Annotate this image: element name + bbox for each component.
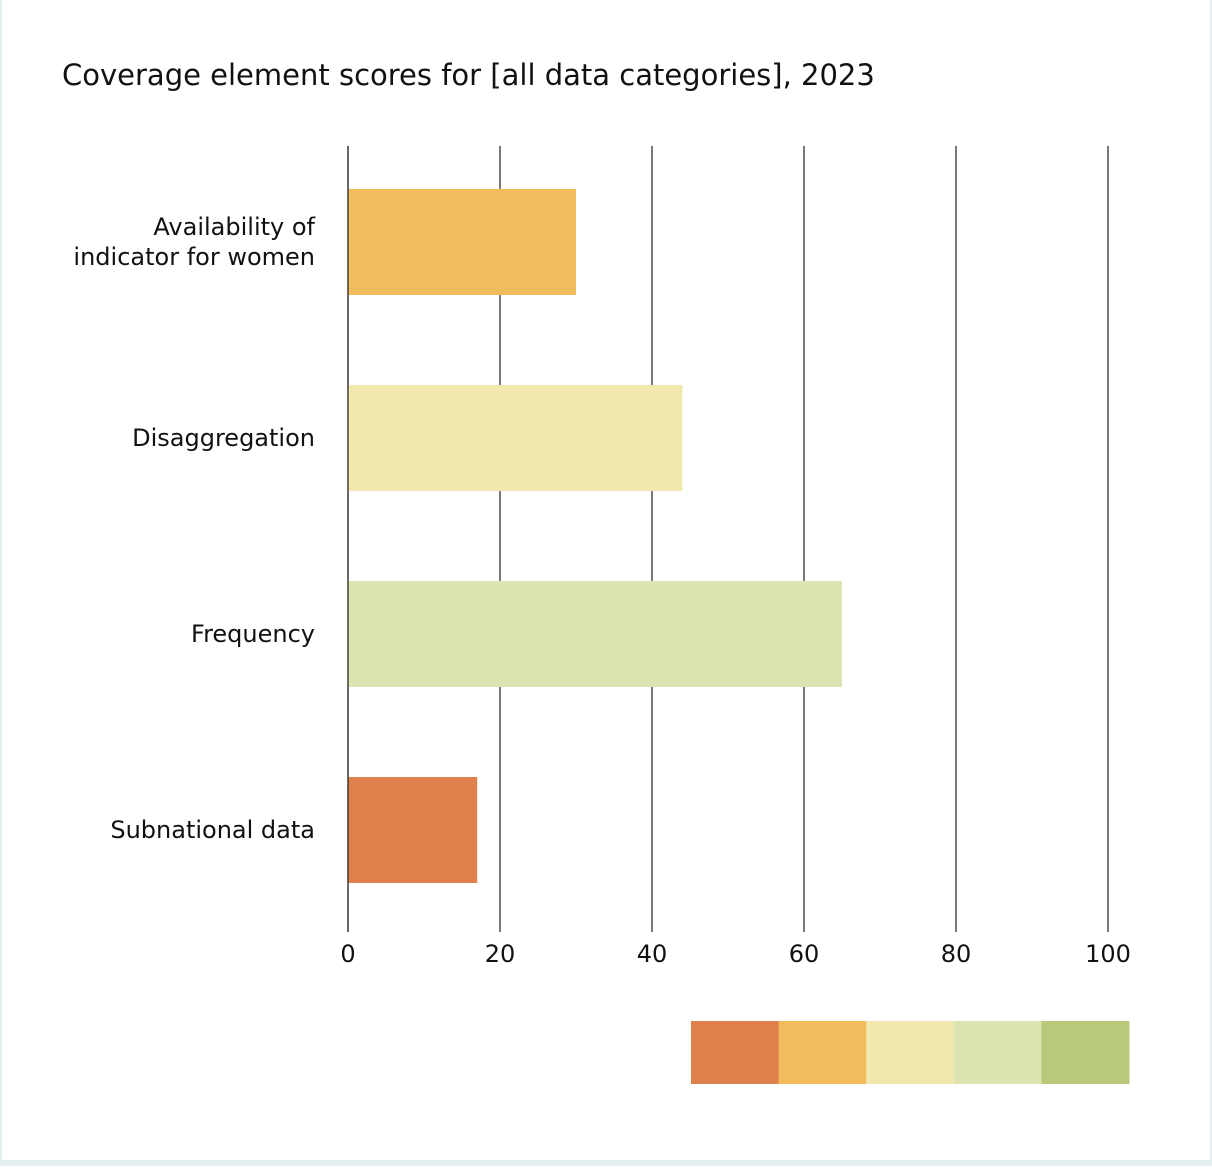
category-label: indicator for women	[73, 243, 315, 271]
bar-disaggregation	[348, 385, 683, 491]
x-tick-label: 60	[789, 940, 820, 968]
x-tick-labels: 0 20 40 60 80 100	[340, 940, 1131, 968]
x-tick-label: 80	[941, 940, 972, 968]
color-scale-legend	[691, 1021, 1130, 1084]
x-tick-label: 20	[485, 940, 516, 968]
legend-swatch	[778, 1021, 867, 1084]
x-tick-label: 0	[340, 940, 355, 968]
legend-swatch	[691, 1021, 780, 1084]
category-label: Subnational data	[110, 816, 315, 844]
category-label: Disaggregation	[132, 424, 315, 452]
bar-layer	[347, 146, 842, 932]
category-label: Frequency	[191, 620, 315, 648]
bar-frequency	[348, 581, 842, 687]
x-tick-label: 100	[1085, 940, 1131, 968]
bar-subnational-data	[348, 777, 478, 883]
x-tick-label: 40	[637, 940, 668, 968]
legend-swatch	[1041, 1021, 1130, 1084]
bar-availability-of-indicator-for-women	[348, 189, 576, 295]
chart-title: Coverage element scores for [all data ca…	[62, 58, 875, 92]
category-label: Availability of	[153, 213, 315, 241]
legend-swatch	[953, 1021, 1042, 1084]
legend-swatch	[866, 1021, 955, 1084]
